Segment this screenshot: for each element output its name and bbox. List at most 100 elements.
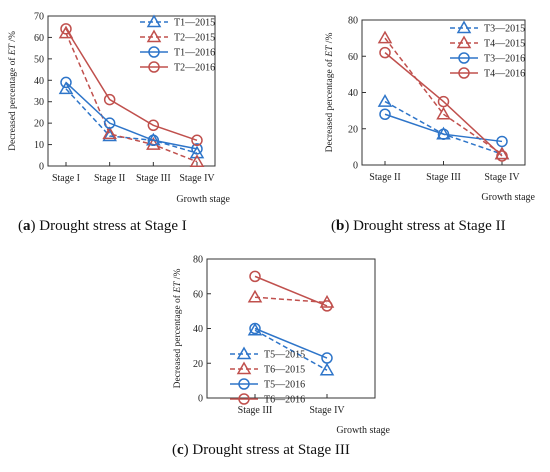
legend-label: T2—2016 [174,63,215,74]
y-tick-label: 40 [193,324,203,335]
y-tick-label: 20 [348,124,358,135]
data-point [191,143,203,155]
legend-label: T5—2016 [264,380,305,391]
legend-marker [146,14,162,28]
data-point [319,362,335,376]
legend-label: T1—2015 [174,18,215,29]
y-tick-label: 50 [34,54,44,65]
legend-marker [146,29,162,43]
legend-label: T4—2016 [484,69,525,80]
legend-label: T1—2016 [174,48,215,59]
series-line [254,275,328,307]
legend-label: T6—2015 [264,365,305,376]
y-tick-label: 40 [348,88,358,99]
data-point [147,119,160,132]
data-point [102,126,117,140]
x-tick-label: Stage III [136,173,171,184]
y-tick-label: 70 [34,12,44,23]
y-tick-label: 10 [34,140,44,151]
x-tick-label: Stage IV [484,172,520,183]
caption-c: (c) Drought stress at Stage III [172,442,350,458]
series-T1—2016 [60,76,203,155]
series-line [65,32,198,163]
x-tick-label: Stage II [369,172,400,183]
y-tick-label: 80 [193,255,203,266]
data-point [189,154,205,167]
y-tick-label: 20 [193,359,203,370]
y-tick-label: 30 [34,97,44,108]
panel-c: 0 20 40 60 80 Stage III Stage IV Growth stage De… [172,255,391,437]
legend-marker [456,35,472,49]
series-T4—2016 [379,46,508,162]
y-tick-label: 60 [193,289,203,300]
series-line [254,329,328,371]
x-axis-label: Growth stage [176,194,230,205]
data-point [377,30,393,44]
x-tick-label: Stage IV [179,173,215,184]
y-tick-label: 0 [353,161,358,172]
data-point [377,94,393,107]
panel-c-frame [206,258,376,399]
series-line [65,88,198,154]
x-tick-label: Stage III [238,405,273,416]
data-point [60,23,72,35]
data-point [60,76,72,89]
legend-marker [458,52,470,64]
legend-marker [148,46,160,58]
caption-b-text: Drought stress at Stage II [353,218,506,234]
data-point [496,150,508,162]
legend-label: T2—2015 [174,33,215,44]
y-tick-label: 80 [348,16,358,27]
data-point [58,81,74,95]
data-point [379,108,391,120]
series-line [384,113,503,143]
series-T5—2016 [249,322,333,364]
caption-a-letter: a [23,218,31,234]
legend-marker [148,61,160,73]
legend-marker [238,378,250,390]
caption-b: (b) Drought stress at Stage II [331,218,506,234]
series-T2—2016 [60,23,203,147]
data-point [379,46,391,59]
caption-c-letter: c [177,442,184,458]
caption-b-letter: b [336,218,345,234]
data-point [496,135,508,148]
y-tick-label: 60 [348,52,358,63]
data-point [321,352,333,364]
y-tick-label: 0 [198,394,203,405]
panel-a-frame [47,15,216,167]
data-point [191,134,203,147]
data-point [436,106,451,120]
data-point [103,93,116,106]
x-tick-label: Stage II [94,173,125,184]
data-point [437,128,450,140]
data-point [249,322,261,335]
y-axis-label: Decreased percentage of ET /% [7,31,18,151]
caption-a-text: Drought stress at Stage I [39,218,187,234]
x-tick-label: Stage I [52,173,80,184]
data-point [249,270,261,283]
data-point [247,289,263,303]
series-T3—2016 [379,108,508,148]
y-tick-label: 0 [39,162,44,173]
y-tick-label: 20 [34,119,44,130]
panel-a: 0 10 20 30 40 50 60 70 Stage I Stage II Stage III S… [7,12,231,206]
legend-label: T4—2015 [484,39,525,50]
x-axis-label: Growth stage [336,425,390,436]
series-line [384,37,503,155]
legend-marker [236,346,252,360]
y-tick-label: 40 [34,76,44,87]
series-line [65,81,198,150]
series-T6—2015 [247,289,335,308]
series-line [65,28,198,141]
series-T6—2016 [249,270,333,312]
x-tick-label: Stage III [426,172,461,183]
series-line [384,52,503,157]
x-axis-label: Growth stage [481,192,535,203]
y-axis-label: Decreased percentage of ET /% [172,269,183,389]
series-T4—2015 [377,30,510,160]
legend-label: T5—2015 [264,350,305,361]
caption-c-text: Drought stress at Stage III [192,442,350,458]
